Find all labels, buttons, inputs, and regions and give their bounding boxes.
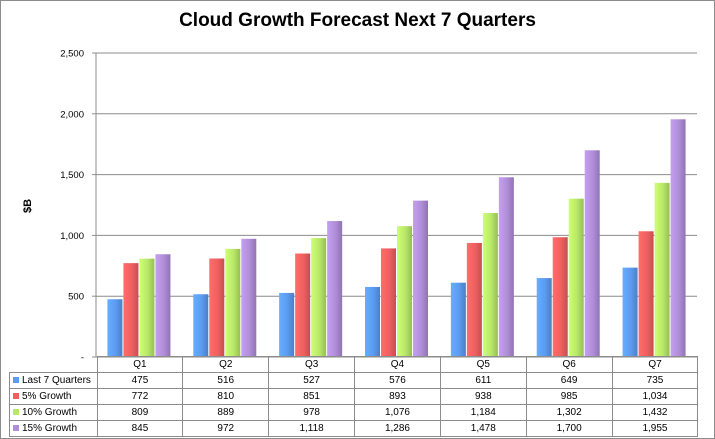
data-label: 475 [96, 372, 184, 389]
legend-entry: Last 7 Quarters [9, 372, 98, 389]
legend-key [13, 409, 19, 416]
data-label: 516 [182, 372, 270, 389]
data-label: 810 [182, 388, 270, 405]
bar [139, 258, 155, 357]
y-tick-label: 500 [68, 292, 84, 303]
data-label: 845 [96, 420, 184, 437]
category-label: Q1 [96, 356, 184, 373]
y-tick-label: 2,000 [60, 109, 84, 120]
data-label: 1,955 [611, 420, 699, 437]
category-label: Q5 [439, 356, 527, 373]
data-label: 889 [182, 404, 270, 421]
data-label: 735 [611, 372, 699, 389]
series-name: Last 7 Quarters [22, 375, 91, 386]
legend-key [13, 425, 19, 432]
data-label: 527 [268, 372, 356, 389]
bars [107, 119, 686, 357]
bar [482, 213, 498, 357]
legend-entry: 10% Growth [9, 404, 98, 421]
series-name: 15% Growth [22, 423, 78, 434]
data-label: 772 [96, 388, 184, 405]
bar [397, 226, 412, 357]
data-label: 1,478 [439, 420, 527, 437]
bar [381, 248, 396, 357]
legend-entry: 5% Growth [9, 388, 98, 405]
category-label: Q7 [611, 356, 699, 373]
bar [107, 299, 123, 357]
category-label: Q6 [525, 356, 613, 373]
bar [670, 119, 686, 357]
bar [622, 267, 638, 357]
legend-key [13, 377, 19, 384]
bar [193, 294, 209, 357]
bar [295, 253, 311, 357]
category-label: Q2 [182, 356, 270, 373]
y-tick-label: 1,500 [60, 170, 84, 181]
data-label: 1,118 [268, 420, 356, 437]
chart-title: Cloud Growth Forecast Next 7 Quarters [179, 10, 536, 31]
legend-key [13, 393, 19, 400]
data-label: 985 [525, 388, 613, 405]
data-label: 611 [439, 372, 527, 389]
bar [536, 278, 552, 357]
table-row: 5% Growth 772 810 851 893 938 985 1,034 [9, 388, 699, 405]
data-label: 851 [268, 388, 356, 405]
data-label: 1,034 [611, 388, 699, 405]
data-label: 1,302 [525, 404, 613, 421]
data-label: 809 [96, 404, 184, 421]
bar [498, 177, 514, 357]
gridlines [96, 52, 697, 297]
table-header-row: Q1 Q2 Q3 Q4 Q5 Q6 Q7 [9, 356, 699, 373]
data-label: 576 [354, 372, 441, 389]
data-label: 1,184 [439, 404, 527, 421]
data-label: 1,076 [354, 404, 441, 421]
category-label: Q4 [354, 356, 441, 373]
bar [654, 182, 670, 357]
y-tick-label: 1,000 [60, 231, 84, 242]
data-label: 1,700 [525, 420, 613, 437]
series-name: 5% Growth [22, 391, 72, 402]
bar [279, 292, 295, 357]
bar [365, 286, 380, 357]
data-label: 893 [354, 388, 441, 405]
series-name: 10% Growth [22, 407, 78, 418]
data-table: Q1 Q2 Q3 Q4 Q5 Q6 Q7 Last 7 Quarters 475 516 527 57… [9, 356, 699, 437]
bar [225, 248, 241, 357]
bar [209, 258, 225, 357]
table-row: 10% Growth 809 889 978 1,076 1,184 1,302 1,432 [9, 404, 699, 421]
data-label: 1,286 [354, 420, 441, 437]
table-row: Last 7 Quarters 475 516 527 576 611 649 735 [9, 372, 699, 389]
bar [327, 221, 343, 357]
bar [466, 242, 482, 357]
bar [123, 263, 139, 357]
bar [155, 254, 171, 357]
bar [638, 231, 654, 357]
y-tick-label: 2,500 [60, 49, 84, 60]
bar [311, 238, 327, 357]
table-row: 15% Growth 845 972 1,118 1,286 1,478 1,700 1,95… [9, 420, 699, 437]
category-label: Q3 [268, 356, 356, 373]
bar [552, 237, 568, 357]
bar [450, 282, 466, 357]
data-label: 649 [525, 372, 613, 389]
table-corner-cell [9, 356, 98, 373]
bar [584, 150, 600, 357]
data-label: 1,432 [611, 404, 699, 421]
data-label: 978 [268, 404, 356, 421]
legend-entry: 15% Growth [9, 420, 98, 437]
bar [568, 198, 584, 357]
bar [413, 200, 428, 357]
data-label: 972 [182, 420, 270, 437]
data-label: 938 [439, 388, 527, 405]
bar [241, 238, 257, 357]
